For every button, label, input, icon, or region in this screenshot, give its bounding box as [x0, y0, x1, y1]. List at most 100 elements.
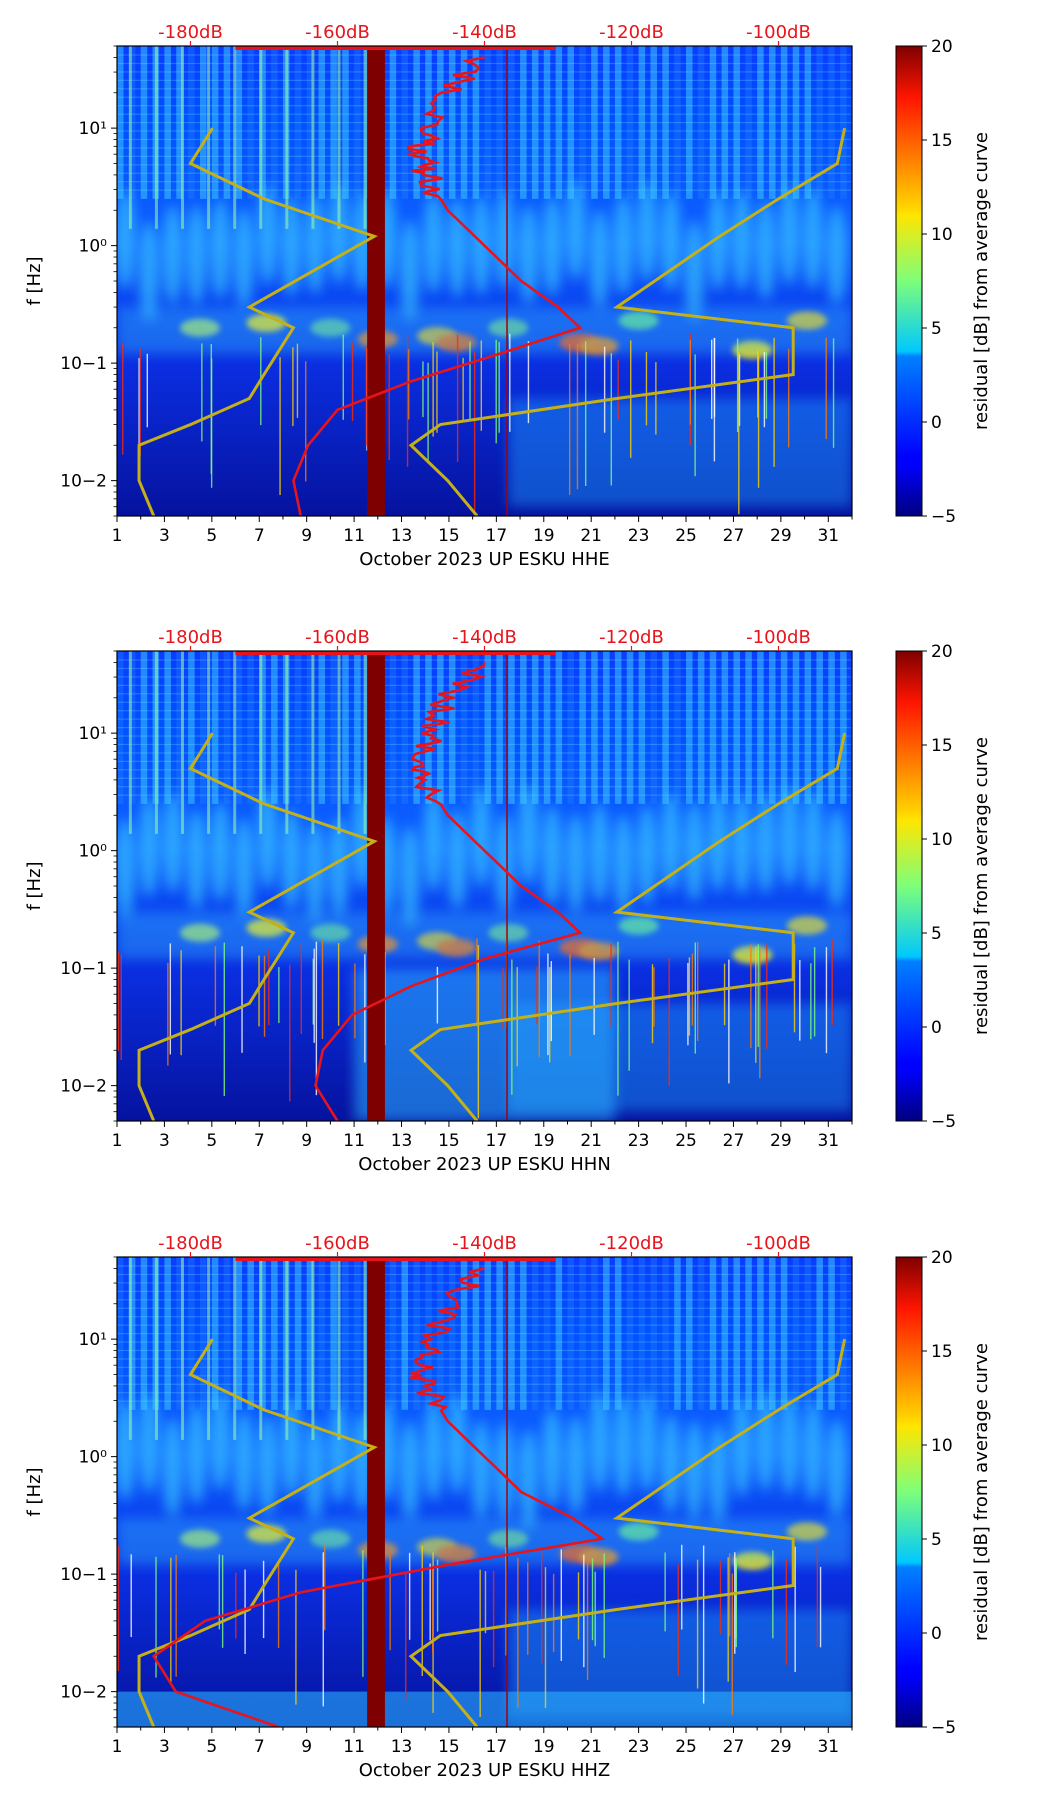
hf-transient	[207, 651, 211, 834]
hf-texture	[117, 726, 852, 729]
hf-stripe	[555, 46, 563, 199]
hf-stripe	[354, 651, 361, 804]
hf-stripe	[294, 46, 302, 199]
hf-texture	[117, 760, 852, 762]
x-tick-label: 9	[301, 526, 312, 546]
hf-stripe	[117, 651, 124, 804]
db-tick-label: -100dB	[746, 627, 811, 648]
x-tick-label: 1	[112, 1131, 123, 1151]
hf-stripe	[662, 651, 669, 804]
hf-stripe	[697, 1257, 705, 1410]
hf-stripe	[413, 46, 420, 199]
hf-stripe	[211, 46, 219, 199]
db-tick-label: -120dB	[599, 1233, 664, 1254]
daily-blob	[636, 805, 657, 906]
hf-stripe	[626, 651, 634, 804]
daily-blob	[826, 205, 847, 306]
hf-texture	[117, 172, 852, 174]
hf-stripe	[757, 651, 764, 804]
hf-stripe	[543, 1257, 551, 1410]
daily-blob	[447, 1393, 468, 1494]
hf-stripe	[816, 651, 823, 804]
hf-stripe	[389, 46, 397, 199]
hf-stripe	[496, 46, 503, 199]
hf-texture	[117, 1307, 852, 1309]
hf-texture	[117, 130, 852, 132]
daily-blob	[802, 188, 823, 289]
hf-stripe	[543, 46, 551, 199]
daily-blob	[779, 1394, 800, 1495]
colorbar-tick-label: 20	[931, 642, 953, 662]
daily-blob	[210, 801, 231, 902]
x-tick-label: 17	[486, 1737, 508, 1757]
hf-stripe	[531, 651, 539, 804]
y-axis-title: f [Hz]	[24, 256, 45, 305]
db-axis: -180dB -160dB -140dB -120dB -100dB	[158, 1233, 811, 1257]
hf-stripe	[603, 1257, 610, 1410]
hf-stripe	[247, 1257, 254, 1410]
hf-transient	[233, 1257, 237, 1440]
y-tick-label: 10−2	[60, 1077, 107, 1097]
spectrogram-heatmap	[117, 46, 852, 516]
hf-stripe	[828, 46, 835, 199]
top-bar	[235, 46, 556, 50]
hf-stripe	[686, 651, 693, 804]
hf-stripe	[603, 46, 610, 199]
daily-blob	[518, 784, 539, 885]
hf-texture	[117, 189, 852, 191]
daily-blob	[281, 1397, 302, 1498]
daily-blob	[328, 817, 349, 918]
hf-stripe	[164, 651, 171, 804]
hf-stripe	[389, 651, 397, 804]
hf-stripe	[140, 1257, 148, 1410]
low-frequency-floor	[117, 1691, 852, 1727]
hf-stripe	[721, 1257, 729, 1410]
db-tick-label: -140dB	[452, 1233, 517, 1254]
daily-blob	[613, 194, 634, 295]
hf-stripe	[567, 46, 575, 199]
hf-stripe	[117, 46, 124, 199]
hf-stripe	[531, 46, 539, 199]
hf-stripe	[140, 46, 148, 199]
daily-blob	[565, 813, 586, 914]
db-tick-label: -180dB	[158, 22, 223, 43]
hf-stripe	[235, 651, 243, 804]
hf-stripe	[247, 46, 254, 199]
hf-stripe	[176, 651, 183, 804]
hf-texture	[117, 1383, 852, 1385]
hf-stripe	[709, 651, 717, 804]
hf-stripe	[769, 1257, 776, 1410]
hf-stripe	[271, 46, 278, 199]
hf-stripe	[472, 651, 480, 804]
y-axis: 10−2 10−1 10⁰ 10¹ f [Hz]	[24, 1256, 117, 1728]
average-psd-curve	[151, 1267, 606, 1727]
y-tick-label: 10−2	[60, 1683, 107, 1703]
x-tick-label: 21	[580, 526, 602, 546]
db-tick-label: -160dB	[305, 1233, 370, 1254]
x-tick-label: 5	[206, 1131, 217, 1151]
hf-stripe	[294, 651, 302, 804]
db-tick-label: -140dB	[452, 627, 517, 648]
x-tick-label: 19	[533, 1737, 555, 1757]
daily-blob	[233, 208, 254, 309]
daily-blob	[304, 1420, 325, 1521]
hf-texture	[117, 710, 852, 712]
data-gap-band	[367, 46, 385, 516]
x-tick-label: 27	[723, 1131, 745, 1151]
colorbar-title: residual [dB] from average curve	[971, 737, 992, 1035]
hf-stripe	[780, 1257, 788, 1410]
x-tick-label: 31	[817, 1131, 839, 1151]
daily-blob	[755, 793, 776, 894]
daily-blob	[447, 809, 468, 910]
daily-blob	[494, 1422, 515, 1523]
hf-transient	[311, 1257, 315, 1440]
hf-texture	[117, 181, 852, 183]
daily-blob	[636, 1391, 657, 1492]
hf-stripe	[235, 1257, 243, 1410]
hf-transient	[128, 651, 132, 834]
colorbar-tick-label: 0	[931, 1018, 942, 1038]
daily-blob	[684, 1420, 705, 1521]
db-tick-label: -100dB	[746, 22, 811, 43]
hf-stripe	[448, 46, 456, 199]
